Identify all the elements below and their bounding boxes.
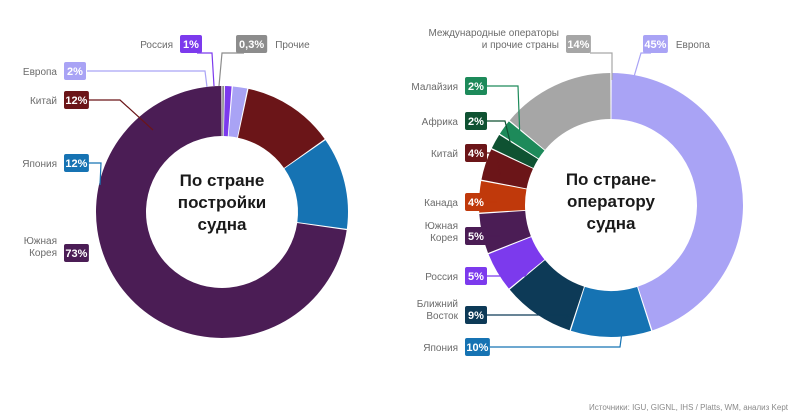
badge-европа (643, 35, 668, 53)
category-label: Южная (24, 236, 57, 247)
value-label: 2% (67, 66, 83, 78)
connector-line-международные-операторы (590, 52, 613, 80)
badge-япония (465, 338, 490, 356)
connector-line-китай (87, 99, 154, 131)
category-label: и прочие страны (482, 40, 559, 51)
badge-китай (465, 144, 487, 162)
slice-малайзия (499, 121, 545, 159)
category-label: Россия (140, 40, 173, 51)
connector-line-китай (487, 152, 501, 176)
connector-line-япония (87, 162, 102, 186)
badge-южная (64, 244, 89, 262)
chart-center-title: По стране- (566, 170, 656, 189)
chart-center-title: судна (198, 215, 248, 234)
category-label: Европа (23, 67, 58, 78)
category-label: Малайзия (411, 82, 458, 93)
value-label: 0,3% (239, 39, 264, 51)
connector-line-россия (487, 271, 529, 277)
slice-китай (481, 149, 533, 189)
slice-ближний (509, 260, 584, 331)
category-label: Канада (424, 198, 458, 209)
value-label: 73% (65, 248, 87, 260)
category-label: Россия (425, 272, 458, 283)
slice-африка (491, 134, 539, 168)
connector-line-япония (490, 331, 623, 348)
value-label: 5% (468, 271, 484, 283)
category-label: Корея (430, 233, 458, 244)
slice-европа (228, 86, 248, 138)
slice-китай (237, 88, 325, 168)
badge-малайзия (465, 77, 487, 95)
badge-южная (465, 227, 487, 245)
slice-южная (96, 86, 347, 338)
slice-япония (284, 140, 349, 229)
value-label: 12% (65, 158, 87, 170)
badge-ближний (465, 306, 487, 324)
badge-международные-операторы (566, 35, 591, 53)
slice-прочие (222, 86, 225, 137)
badge-канада (465, 193, 487, 211)
slice-международные-операторы (509, 73, 611, 150)
connector-line-европа (87, 70, 208, 88)
slice-южная (479, 210, 531, 253)
category-label: Прочие (275, 40, 310, 51)
category-label: Китай (431, 149, 458, 160)
badge-япония (64, 154, 89, 172)
category-label: Международные операторы (428, 28, 559, 39)
value-label: 2% (468, 81, 484, 93)
badge-европа (64, 62, 86, 80)
badge-россия (465, 267, 487, 285)
value-label: 4% (468, 148, 484, 160)
badge-африка (465, 112, 487, 130)
category-label: Ближний (417, 299, 458, 310)
badge-прочие (236, 35, 268, 53)
connector-line-малайзия (487, 85, 521, 141)
value-label: 1% (183, 39, 199, 51)
category-label: Южная (425, 221, 458, 232)
value-label: 9% (468, 310, 484, 322)
value-label: 5% (468, 231, 484, 243)
category-label: Европа (676, 40, 711, 51)
value-label: 14% (567, 39, 589, 51)
chart-center-title: судна (587, 214, 637, 233)
value-label: 2% (468, 116, 484, 128)
chart-center-title: постройки (178, 193, 266, 212)
chart-center-title: оператору (567, 192, 656, 211)
slice-япония (570, 286, 652, 337)
badge-россия (180, 35, 202, 53)
connector-line-россия (197, 52, 215, 87)
chart-center-title: По стране (180, 171, 265, 190)
category-label: Япония (423, 343, 458, 354)
value-label: 12% (65, 95, 87, 107)
category-label: Восток (426, 311, 458, 322)
value-label: 4% (468, 197, 484, 209)
category-label: Корея (29, 248, 57, 259)
slice-канада (479, 180, 527, 213)
badge-китай (64, 91, 89, 109)
source-note: Источники: IGU, GIGNL, IHS / Platts, WM,… (589, 403, 788, 412)
connector-line-африка (487, 120, 513, 151)
connector-line-ближний (487, 314, 573, 319)
slice-россия (223, 86, 232, 137)
value-label: 10% (466, 342, 488, 354)
connector-line-прочие (218, 52, 244, 87)
slice-европа (611, 73, 744, 331)
category-label: Африка (422, 116, 459, 128)
category-label: Япония (22, 159, 57, 170)
value-label: 45% (644, 39, 666, 51)
category-label: Китай (30, 96, 57, 107)
